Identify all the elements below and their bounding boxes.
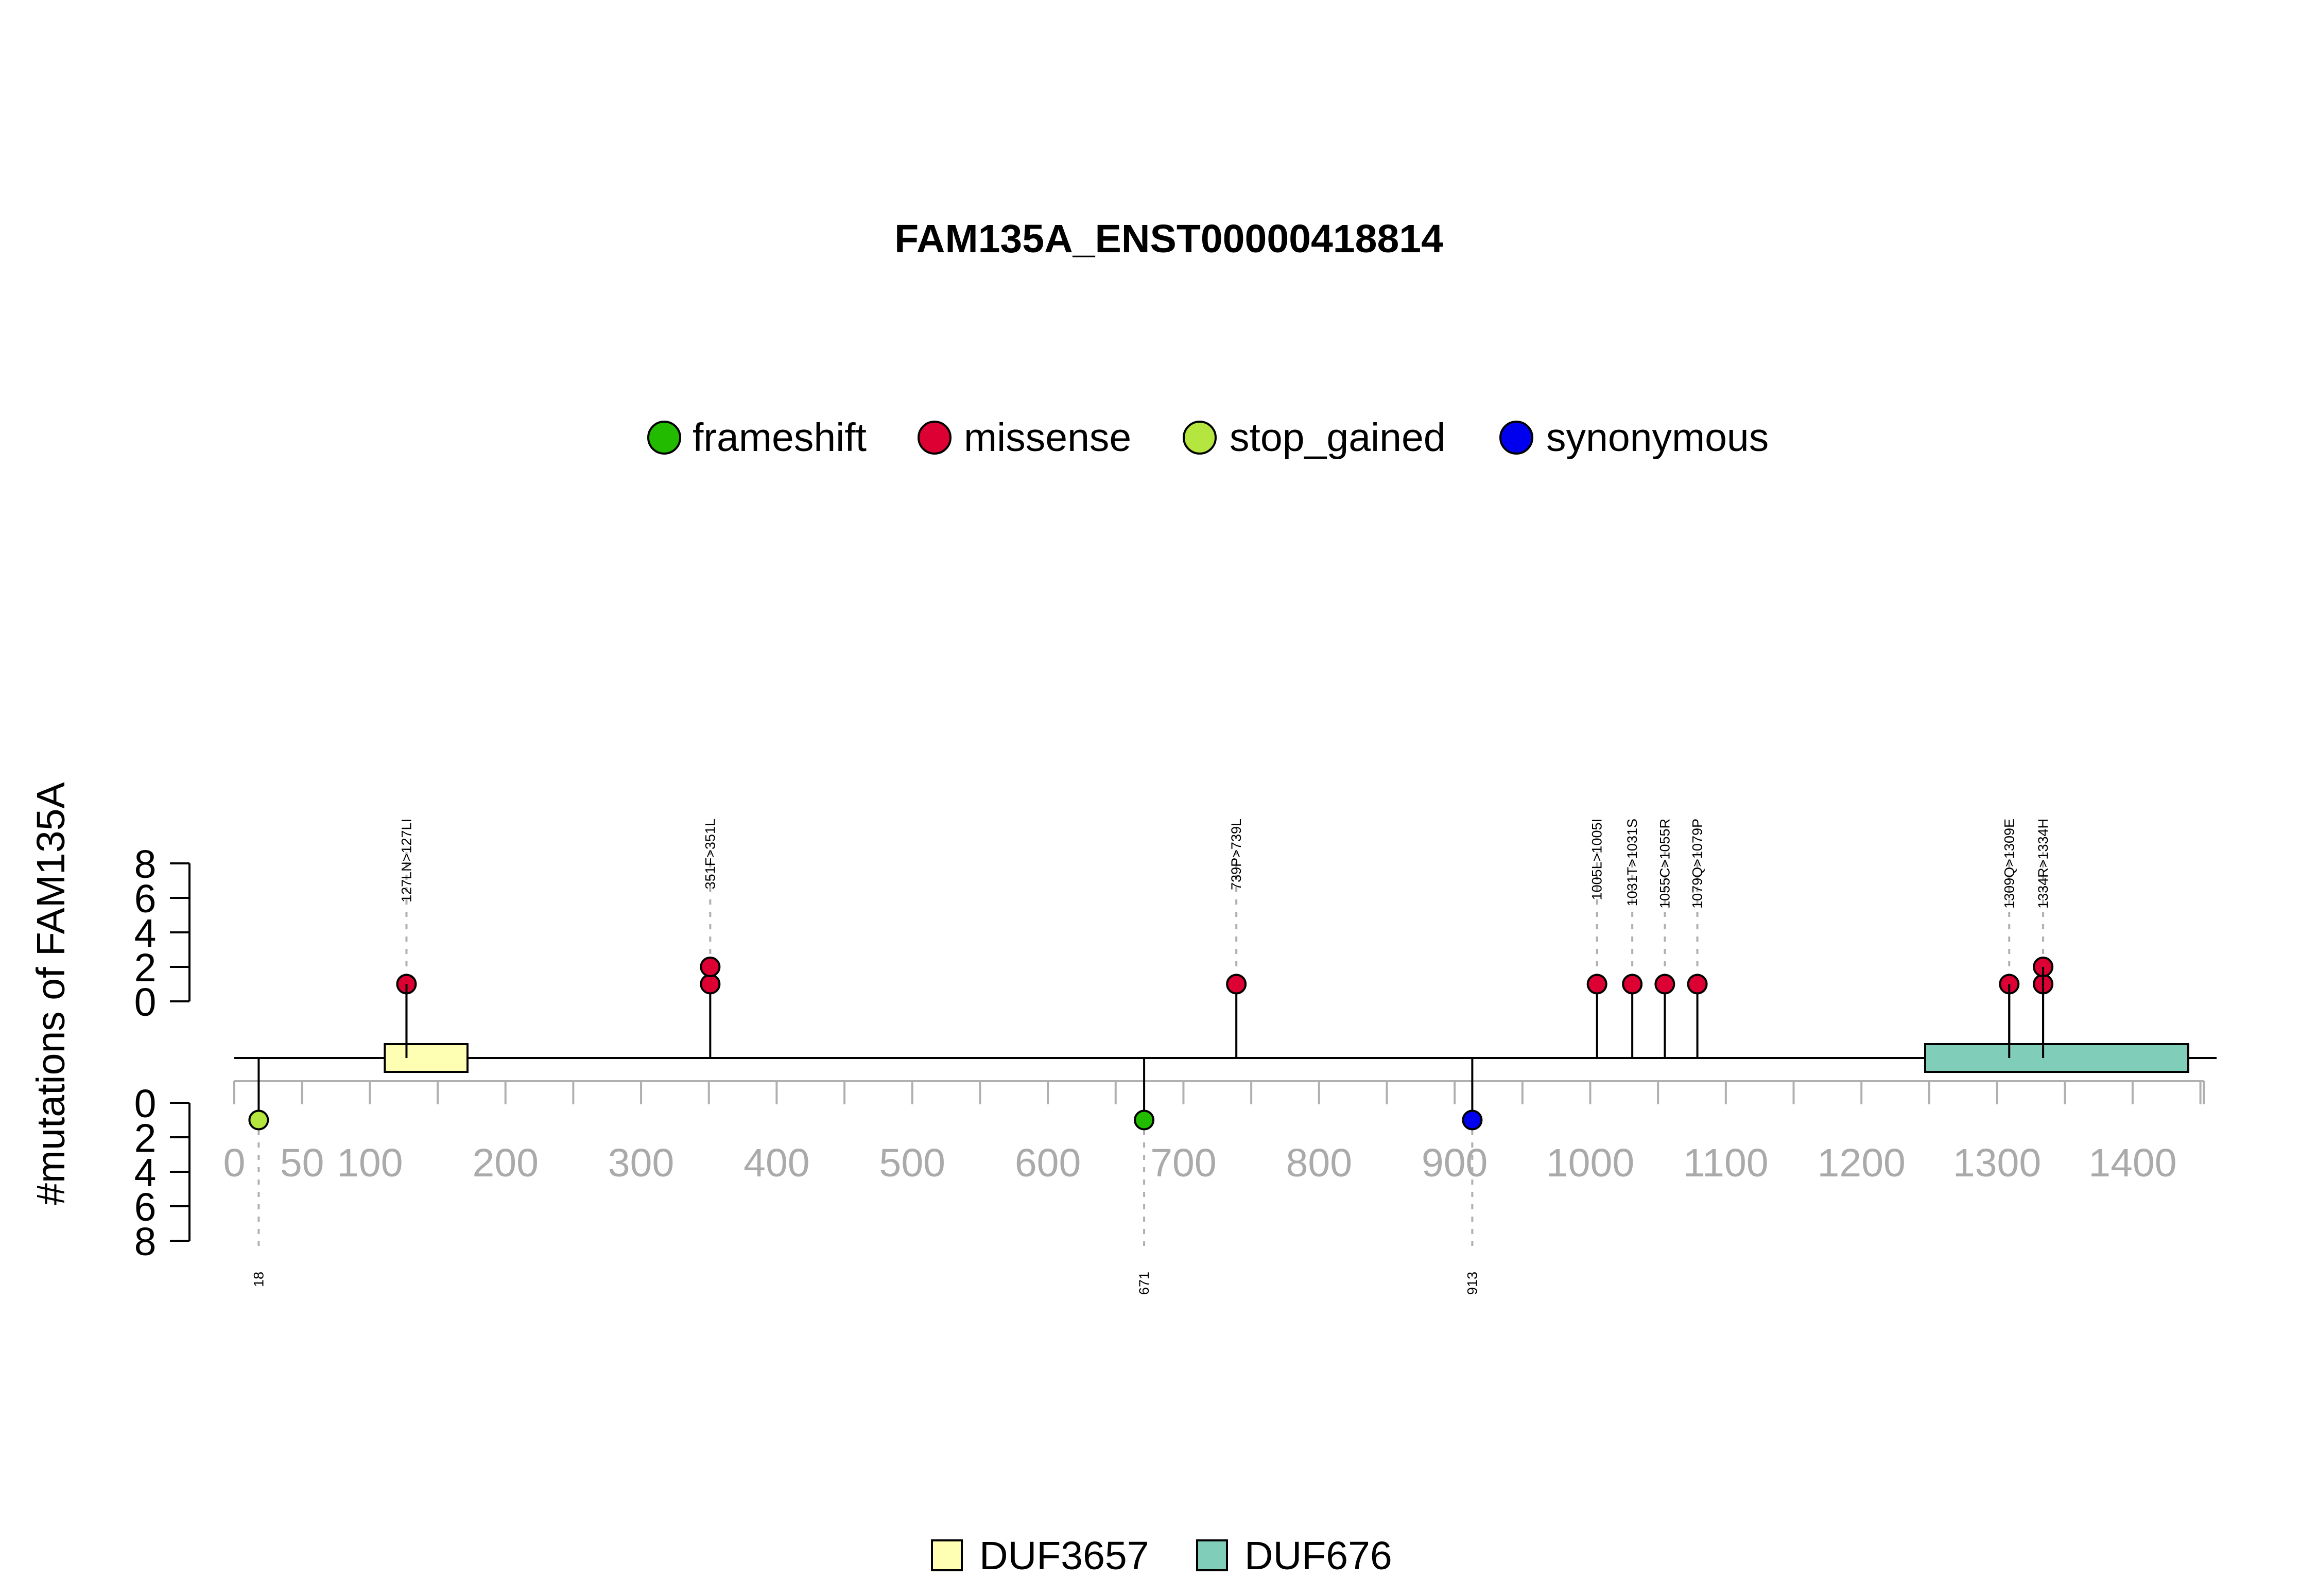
x-tick-label: 50 (280, 1141, 324, 1185)
x-tick-label: 1100 (1683, 1141, 1769, 1185)
x-tick-label: 1400 (2088, 1141, 2176, 1185)
y-tick-label-bottom: 8 (134, 1220, 157, 1264)
x-tick-label: 800 (1286, 1141, 1352, 1185)
y-tick-label-bottom: 4 (134, 1151, 157, 1195)
lollipop-head-missense (1226, 974, 1247, 995)
legend-marker-frameshift (647, 421, 681, 455)
mutation-label: 671 (1136, 1272, 1152, 1295)
x-tick-label: 200 (472, 1141, 538, 1185)
legend-swatch-duf676 (1196, 1539, 1228, 1571)
y-tick-label-top: 4 (134, 911, 157, 956)
x-tick-label: 1200 (1818, 1141, 1906, 1185)
legend-domains: DUF3657 DUF676 (931, 1534, 1392, 1578)
x-tick-label: 100 (337, 1141, 403, 1185)
mutation-label: 1055C>1055R (1657, 819, 1672, 909)
x-tick-label: 1300 (1953, 1141, 2041, 1185)
x-tick-label: 0 (223, 1141, 246, 1185)
mutation-label: 1005L>1005I (1589, 819, 1605, 900)
x-axis: 0 50 100 200 300 400 500 600 700 800 900 1000 1100 12… (223, 1080, 2205, 1185)
lollipop-head-missense (1687, 974, 1708, 995)
lollipop-head-missense (700, 957, 721, 977)
mutation-label: 351F>351L (702, 819, 718, 889)
lollipop-head-missense (700, 974, 721, 995)
protein-domains (384, 967, 2189, 1073)
mutation-label: 739P>739L (1229, 819, 1244, 890)
legend-mutation-types: frameshift missense stop_gained synonymous (647, 415, 1769, 460)
legend-swatch-duf3657 (931, 1539, 963, 1571)
legend-marker-missense (918, 421, 952, 455)
lollipop-head-synonymous (1462, 1109, 1483, 1131)
legend-label-synonymous: synonymous (1546, 415, 1769, 460)
legend-label-missense: missense (964, 415, 1131, 460)
domain-duf676 (1924, 1043, 2189, 1073)
x-tick-label: 1000 (1546, 1141, 1634, 1185)
x-tick-label: 600 (1015, 1141, 1081, 1185)
x-tick-label: 700 (1150, 1141, 1216, 1185)
y-tick-label-bottom: 0 (134, 1082, 157, 1126)
x-tick-label: 300 (608, 1141, 674, 1185)
mutation-label: 1079Q>1079P (1690, 819, 1705, 909)
y-tick-label-bottom: 6 (134, 1185, 157, 1229)
lollipop-head-missense (1622, 974, 1643, 995)
mutation-label: 1031T>1031S (1624, 819, 1640, 906)
mutation-label: 913 (1464, 1272, 1480, 1295)
mutation-label: 127LN>127LI (399, 819, 414, 903)
x-tick-label: 900 (1422, 1141, 1488, 1185)
x-tick-label: 400 (743, 1141, 809, 1185)
lollipop-head-missense (1586, 974, 1607, 995)
lollipops: 127LN>127LI 351F>351L 739P>739L 1005L>1005I… (248, 819, 2054, 1295)
y-tick-label-bottom: 2 (134, 1116, 157, 1160)
lollipop-head-missense (1654, 974, 1675, 995)
lollipop-head-stop-gained (248, 1109, 269, 1131)
y-tick-label-top: 8 (134, 842, 157, 887)
legend-label-stop-gained: stop_gained (1230, 415, 1446, 460)
legend-marker-stop-gained (1183, 421, 1217, 455)
legend-marker-synonymous (1499, 421, 1533, 455)
mutation-label: 1309Q>1309E (2001, 819, 2017, 909)
y-tick-label-top: 6 (134, 877, 157, 921)
chart-title: FAM135A_ENST00000418814 (894, 217, 1443, 261)
lollipop-head-frameshift (1134, 1109, 1155, 1131)
y-tick-label-top: 2 (134, 946, 157, 990)
x-tick-label: 500 (879, 1141, 945, 1185)
mutation-label: 18 (251, 1272, 266, 1287)
legend-label-duf676: DUF676 (1244, 1534, 1392, 1578)
mutation-label: 1334R>1334H (2035, 819, 2051, 909)
y-tick-label-top: 0 (134, 980, 157, 1025)
domain-duf3657 (384, 1043, 469, 1073)
legend-label-duf3657: DUF3657 (979, 1534, 1149, 1578)
legend-label-frameshift: frameshift (693, 415, 867, 460)
y-axis-label: #mutations of FAM135A (29, 782, 73, 1205)
